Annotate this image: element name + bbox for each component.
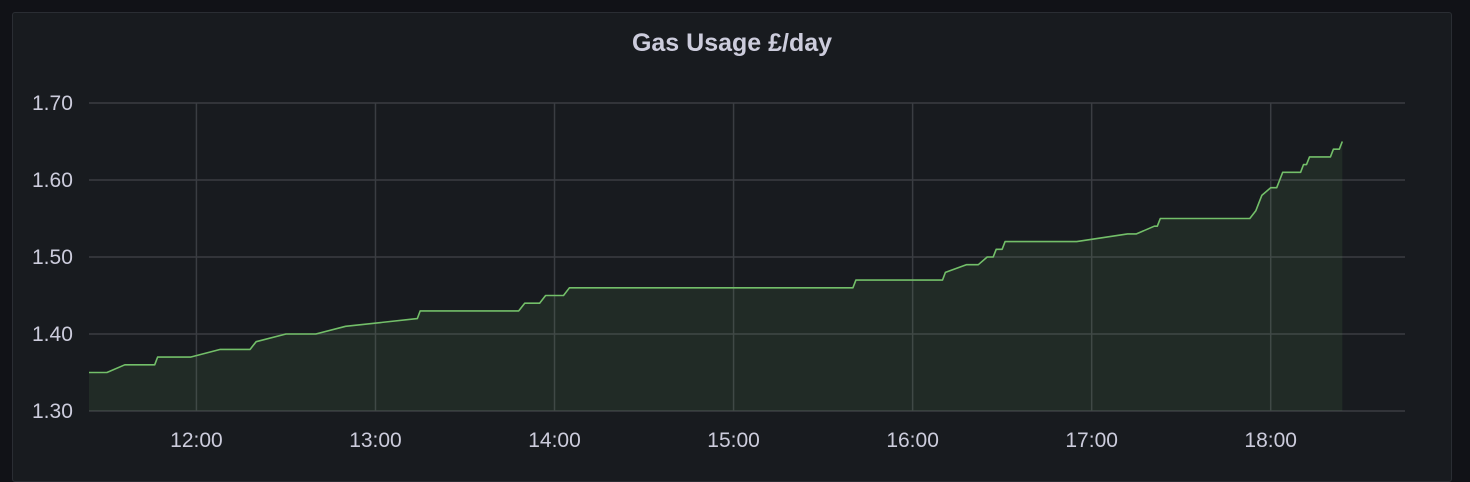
x-tick-label: 13:00 [349,429,402,452]
y-tick-label: 1.40 [32,323,73,346]
x-tick-label: 18:00 [1244,429,1297,452]
gas-usage-chart: 1.30 1.40 1.50 1.60 1.70 12:00 13:00 14:00 15:00… [32,92,1405,452]
x-tick-label: 14:00 [528,429,581,452]
series-line [89,141,1344,374]
x-tick-label: 16:00 [886,429,939,452]
x-tick-label: 12:00 [170,429,223,452]
series-area [89,141,1343,411]
series-area-fill [89,141,1343,411]
y-tick-label: 1.50 [32,246,73,269]
axis-labels: 1.30 1.40 1.50 1.60 1.70 12:00 13:00 14:00 15:00… [32,92,1297,452]
x-tick-label: 17:00 [1065,429,1118,452]
series-line-path [89,141,1344,374]
y-tick-label: 1.70 [32,92,73,115]
y-tick-label: 1.60 [32,169,73,192]
chart-panel: Gas Usage £/day [12,12,1452,482]
y-tick-label: 1.30 [32,400,73,423]
panel-title[interactable]: Gas Usage £/day [631,29,833,57]
x-tick-label: 15:00 [707,429,760,452]
